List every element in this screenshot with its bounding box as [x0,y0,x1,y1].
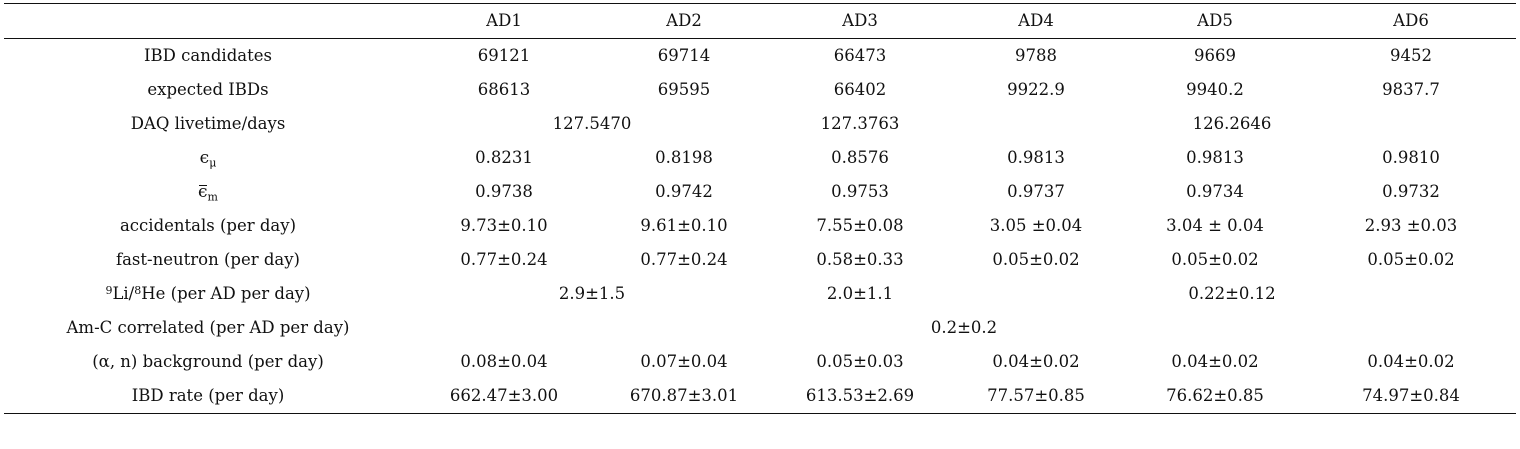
cell: 74.97±0.84 [1306,379,1516,414]
cell: 0.9753 [831,181,889,201]
cell: 0.05±0.02 [1171,249,1259,269]
cell: 0.9732 [1382,181,1440,201]
row-eps-m: ϵm 0.9738 0.9742 0.9753 0.9737 0.9734 0.… [4,175,1516,209]
cell: 9.73±0.10 [460,215,548,235]
cell: 0.07±0.04 [640,351,728,371]
cell: 613.53±2.69 [772,379,948,414]
cell-merged-ad4-ad6: 0.22±0.12 [1188,283,1276,303]
epsilon-symbol: ϵ [199,147,210,168]
header-ad6: AD6 [1306,3,1516,39]
cell: 3.05 ±0.04 [989,215,1083,235]
cell: 0.04±0.02 [1367,351,1455,371]
cell: 9.61±0.10 [640,215,728,235]
row-label: DAQ livetime/days [130,113,286,133]
header-ad2: AD2 [596,3,772,39]
cell: 7.55±0.08 [816,215,904,235]
cell: 9788 [1015,45,1057,65]
row-label: 9Li/8He (per AD per day) [4,277,412,311]
cell: 662.47±3.00 [412,379,596,414]
header-ad5: AD5 [1124,3,1306,39]
row-alpha-n: (α, n) background (per day) 0.08±0.04 0.… [4,345,1516,379]
row-expected-ibds: expected IBDs 68613 69595 66402 9922.9 9… [4,73,1516,107]
cell: 670.87±3.01 [596,379,772,414]
cell-merged-ad4-ad6: 126.2646 [1192,113,1272,133]
m-subscript: m [207,189,218,203]
cell: 77.57±0.85 [948,379,1124,414]
cell: 9940.2 [1186,79,1244,99]
row-label: fast-neutron (per day) [115,249,300,269]
cell: 0.9810 [1382,147,1440,167]
header-ad1: AD1 [412,3,596,39]
row-accidentals: accidentals (per day) 9.73±0.10 9.61±0.1… [4,209,1516,243]
cell: 0.77±0.24 [640,249,728,269]
row-label: ϵm [4,175,412,209]
cell: 69121 [477,45,531,65]
header-row: AD1 AD2 AD3 AD4 AD5 AD6 [4,3,1516,39]
row-fast-neutron: fast-neutron (per day) 0.77±0.24 0.77±0.… [4,243,1516,277]
row-label: expected IBDs [147,79,269,99]
cell: 0.04±0.02 [992,351,1080,371]
cell: 0.9813 [1186,147,1244,167]
cell-ad3: 127.3763 [820,113,900,133]
cell: 0.77±0.24 [460,249,548,269]
cell-merged-ad1-ad2: 2.9±1.5 [558,283,626,303]
label-he: He (per AD per day) [141,283,311,303]
header-corner [4,3,412,39]
cell: 66473 [833,45,887,65]
cell: 0.05±0.02 [1367,249,1455,269]
sup-8: 8 [134,283,142,297]
sup-9: 9 [105,283,113,297]
cell-ad3: 2.0±1.1 [826,283,894,303]
row-label: accidentals (per day) [119,215,297,235]
mu-subscript: μ [209,155,217,169]
cell: 3.04 ± 0.04 [1166,215,1264,235]
row-label: IBD rate (per day) [4,379,412,414]
row-eps-mu: ϵμ 0.8231 0.8198 0.8576 0.9813 0.9813 0.… [4,141,1516,175]
row-label: (α, n) background (per day) [92,351,324,371]
row-label: Am-C correlated (per AD per day) [66,317,350,337]
cell: 69595 [657,79,711,99]
row-daq-livetime: DAQ livetime/days 127.5470 127.3763 126.… [4,107,1516,141]
cell: 0.9742 [655,181,713,201]
cell: 0.9738 [475,181,533,201]
cell: 0.8198 [655,147,713,167]
cell: 9452 [1390,45,1432,65]
cell: 9922.9 [1007,79,1065,99]
cell: 2.93 ±0.03 [1364,215,1458,235]
cell: 9669 [1194,45,1236,65]
header-ad4: AD4 [948,3,1124,39]
cell: 68613 [477,79,531,99]
cell: 66402 [833,79,887,99]
cell: 9837.7 [1382,79,1440,99]
cell: 0.05±0.03 [816,351,904,371]
cell: 0.8231 [475,147,533,167]
epsilon-bar-symbol: ϵ [198,181,208,202]
ibd-summary-table: AD1 AD2 AD3 AD4 AD5 AD6 IBD candidates 6… [4,3,1516,414]
row-ibd-rate: IBD rate (per day) 662.47±3.00 670.87±3.… [4,379,1516,414]
cell: 0.8576 [831,147,889,167]
cell: 0.58±0.33 [816,249,904,269]
row-li-he: 9Li/8He (per AD per day) 2.9±1.5 2.0±1.1… [4,277,1516,311]
row-amc: Am-C correlated (per AD per day) 0.2±0.2 [4,311,1516,345]
row-label: IBD candidates [144,45,272,65]
cell: 69714 [657,45,711,65]
row-label: ϵμ [4,141,412,175]
row-ibd-candidates: IBD candidates 69121 69714 66473 9788 96… [4,39,1516,74]
cell: 0.04±0.02 [1171,351,1259,371]
cell: 0.9734 [1186,181,1244,201]
cell: 0.05±0.02 [992,249,1080,269]
cell: 0.08±0.04 [460,351,548,371]
cell: 0.9813 [1007,147,1065,167]
cell: 76.62±0.85 [1124,379,1306,414]
cell-merged-all: 0.2±0.2 [930,317,998,337]
cell-merged-ad1-ad2: 127.5470 [552,113,632,133]
header-ad3: AD3 [772,3,948,39]
cell: 0.9737 [1007,181,1065,201]
label-li: Li/ [112,283,135,303]
